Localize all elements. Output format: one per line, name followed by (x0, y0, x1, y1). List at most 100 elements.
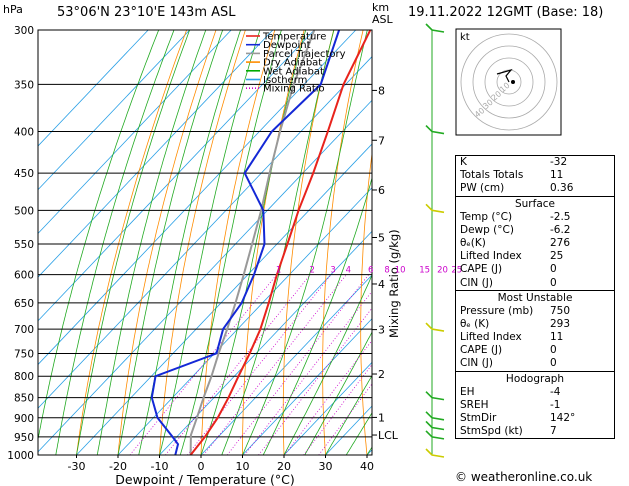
isotherm-line (159, 230, 372, 455)
wind-barb (425, 430, 445, 440)
stat-value: -1 (550, 398, 561, 411)
stat-key: Totals Totals (460, 169, 524, 182)
stat-row: Pressure (mb) 750 (456, 305, 614, 318)
stat-row: CAPE (J) 0 (456, 263, 614, 276)
parcel-trajectory-line (189, 30, 316, 455)
stat-row: Dewp (°C) -6.2 (456, 224, 614, 237)
stat-value: 25 (550, 250, 564, 263)
stat-value: 0 (550, 276, 557, 289)
dry-adiabat-line (322, 30, 364, 455)
surface-box: Surface Temp (°C) -2.5 Dewp (°C) -6.2 θₑ(K) 2… (455, 195, 615, 291)
x-tick-label: 10 (236, 460, 250, 473)
dry-adiabat-line (433, 30, 451, 455)
legend-entry: Parcel Trajectory (263, 49, 346, 60)
stat-value: 142° (550, 412, 576, 424)
pressure-tick-label: 600 (14, 270, 34, 282)
stat-key: EH (460, 385, 475, 398)
km-tick-label: 3 (378, 324, 385, 337)
hpa-axis-unit: hPa (3, 3, 23, 16)
stat-value: 11 (550, 331, 564, 344)
stat-key: Lifted Index (460, 250, 522, 263)
plot-frame (37, 29, 373, 456)
stat-value: -32 (550, 156, 568, 168)
dry-adiabat-line (76, 30, 187, 455)
pressure-tick-label: 950 (14, 432, 34, 444)
most-unstable-title: Most Unstable (497, 291, 573, 304)
stat-key: StmSpd (kt) (460, 425, 523, 438)
stat-value: 11 (550, 169, 564, 182)
location-title: 53°06'N 23°10'E 143m ASL (57, 5, 236, 20)
x-tick-label: -20 (109, 460, 127, 473)
stat-row: CIN (J) 0 (456, 277, 614, 290)
legend-entry: Dry Adiabat (263, 58, 322, 69)
legend-entry: Isotherm (263, 75, 307, 86)
stats-panel: K -32 Totals Totals 11 PW (cm) 0.36 Surface T… (455, 155, 615, 440)
x-axis-label: Dewpoint / Temperature (°C) (115, 472, 294, 486)
pressure-tick-label: 300 (14, 25, 34, 37)
mixing-ratio-label: 4 (346, 266, 351, 276)
hodograph-storm-motion-dot (511, 80, 515, 84)
stat-key: PW (cm) (460, 182, 505, 195)
stat-key: CAPE (J) (460, 344, 503, 357)
isotherm-line (38, 30, 274, 278)
pressure-tick-label: 1000 (7, 450, 34, 462)
mixing-ratio-axis-label: Mixing Ratio (g/kg) (387, 229, 401, 338)
stat-value: 0 (550, 263, 557, 276)
dry-adiabat-line (398, 30, 422, 455)
stat-row: PW (cm) 0.36 (456, 182, 614, 195)
mixing-ratio-line (165, 274, 311, 455)
isotherm-line (76, 143, 372, 455)
hodograph-trace (496, 68, 513, 83)
stat-key: θₑ(K) (460, 236, 486, 249)
stat-value: -4 (550, 385, 561, 398)
mixing-ratio-label: 6 (368, 266, 373, 276)
x-tick-label: 20 (277, 460, 291, 473)
stat-row: Lifted Index 11 (456, 331, 614, 344)
stat-row: K -32 (456, 156, 614, 169)
isotherm-line (283, 361, 372, 455)
stat-key: Pressure (mb) (460, 304, 534, 317)
km-tick-label: 6 (378, 184, 385, 197)
legend-entry: Mixing Ratio (263, 84, 325, 95)
pressure-tick-label: 800 (14, 371, 34, 383)
copyright-notice: © weatheronline.co.uk (455, 470, 593, 484)
mixing-ratio-label: 8 (384, 266, 389, 276)
km-tick-label: 7 (378, 134, 385, 147)
km-tick-label: 2 (378, 368, 385, 381)
x-tick-label: 40 (360, 460, 374, 473)
stat-row: EH -4 (456, 386, 614, 399)
km-tick-label: LCL (378, 429, 399, 442)
surface-title: Surface (514, 197, 555, 210)
hodograph-stats-title: Hodograph (505, 372, 565, 385)
stat-value: 0 (550, 344, 557, 357)
pressure-tick-label: 550 (14, 239, 34, 251)
stat-row: Totals Totals 11 (456, 169, 614, 182)
mixing-ratio-label: 10 (395, 266, 406, 276)
km-tick-label: 5 (378, 231, 385, 244)
wind-barb (425, 391, 445, 401)
dewpoint-line (150, 30, 341, 455)
asl-unit-label: ASL (372, 13, 393, 26)
pressure-tick-label: 900 (14, 413, 34, 425)
plot-area (38, 30, 451, 455)
stat-row: SREH -1 (456, 399, 614, 412)
mixing-ratio-label: 1 (276, 266, 281, 276)
stat-value: -2.5 (550, 210, 571, 223)
hodograph-unit-label: kt (460, 32, 470, 43)
most-unstable-box: Most Unstable Pressure (mb) 750 θₑ (K) 293 L… (455, 289, 615, 372)
stat-value: 750 (550, 304, 571, 317)
hodograph-ring (460, 33, 558, 131)
pressure-tick-label: 400 (14, 127, 34, 139)
stat-row: Temp (°C) -2.5 (456, 211, 614, 224)
legend-entry: Dewpoint (263, 40, 311, 51)
x-tick-label: 30 (319, 460, 333, 473)
km-unit-label: km (372, 1, 390, 14)
wind-barb (425, 23, 445, 33)
isotherm-line (117, 187, 372, 455)
pressure-tick-label: 750 (14, 348, 34, 360)
stat-row: θₑ (K) 293 (456, 318, 614, 331)
pressure-tick-label: 700 (14, 324, 34, 336)
pressure-tick-label: 850 (14, 393, 34, 405)
isotherm-line (38, 30, 315, 322)
pressure-tick-label: 500 (14, 205, 34, 217)
